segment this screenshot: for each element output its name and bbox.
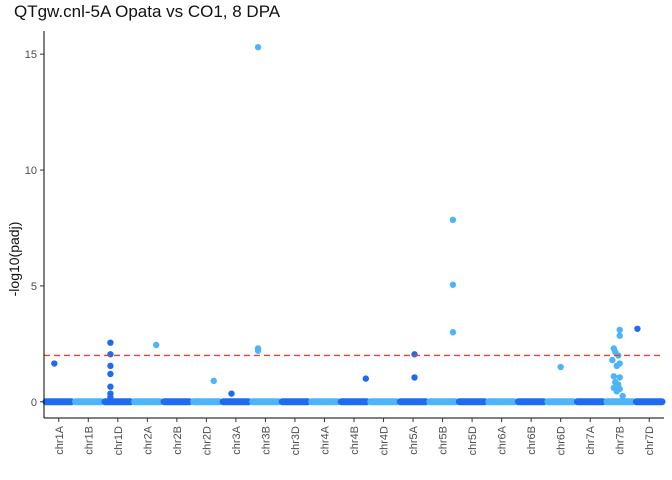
data-point [411,374,418,381]
x-tick-label: chr5A [408,425,420,454]
data-point [610,373,618,380]
data-point [449,281,457,288]
x-tick-label: chr3D [290,426,302,455]
y-tick-label: 5 [31,281,37,293]
data-point [107,362,114,370]
x-tick-label: chr1D [113,426,125,455]
data-point [107,339,114,346]
x-tick-label: chr4D [379,426,391,455]
data-point [616,332,623,339]
x-tick-label: chr1B [83,426,95,455]
data-point [254,44,262,51]
x-tick-label: chr2A [142,425,154,454]
y-axis-ticks: 0 5 10 15 [25,49,44,409]
data-point [362,375,370,382]
data-point [254,347,262,354]
chart-title: QTgw.cnl-5A Opata vs CO1, 8 DPA [14,2,281,21]
x-tick-label: chr7D [644,426,656,455]
y-tick-label: 15 [25,49,37,61]
data-point [613,388,620,395]
x-tick-label: chr2D [201,426,213,455]
x-tick-label: chr7A [585,425,597,454]
data-point [107,351,114,358]
x-tick-label: chr5B [438,426,450,455]
data-points [51,44,641,401]
x-tick-label: chr6B [526,426,538,455]
data-point [411,351,418,358]
data-point [449,329,457,336]
x-tick-label: chr7B [615,426,627,455]
data-point [449,216,457,224]
x-tick-label: chr6D [556,426,568,455]
data-point [107,383,114,390]
data-point [228,390,235,397]
data-point [51,360,58,367]
y-tick-label: 0 [31,397,37,409]
data-point [616,326,623,334]
y-axis-title: -log10(padj) [6,222,22,297]
data-point [557,363,564,371]
y-tick-label: 10 [25,165,37,177]
x-tick-label: chr4A [319,425,331,454]
data-point [107,370,114,378]
x-tick-label: chr3A [231,425,243,454]
x-tick-label: chr4B [349,426,361,455]
x-tick-label: chr1A [54,425,66,454]
data-point [609,356,616,364]
data-point [619,392,626,400]
data-point [613,362,620,370]
x-tick-label: chr2B [172,426,184,455]
x-axis-ticks: chr1A chr1B chr1D chr2A chr2B chr2D chr3A chr3B… [54,418,656,455]
data-point [634,325,641,332]
x-tick-label: chr3B [260,426,272,455]
data-point [107,393,114,401]
data-point [210,377,217,385]
data-point [616,374,623,381]
x-tick-label: chr5D [467,426,479,455]
x-tick-label: chr6A [497,425,509,454]
data-point [152,341,160,349]
